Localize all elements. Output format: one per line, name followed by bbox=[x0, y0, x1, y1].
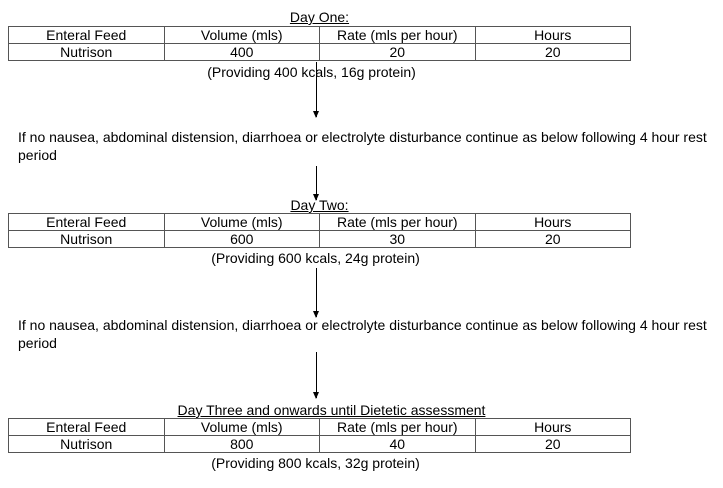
header-cell: Rate (mls per hour) bbox=[319, 26, 476, 44]
cell-feed: Nutrison bbox=[8, 230, 165, 248]
day-two-title: Day Two: bbox=[8, 197, 631, 213]
down-arrow-icon bbox=[313, 166, 319, 201]
cell-volume: 600 bbox=[163, 230, 320, 248]
header-cell: Hours bbox=[474, 26, 631, 44]
down-arrow-icon bbox=[313, 62, 319, 118]
cell-rate: 20 bbox=[319, 43, 476, 61]
table-header-row: Enteral Feed Volume (mls) Rate (mls per … bbox=[8, 26, 631, 44]
cell-volume: 400 bbox=[163, 43, 320, 61]
cell-volume: 800 bbox=[163, 435, 320, 453]
header-cell: Rate (mls per hour) bbox=[319, 213, 476, 231]
header-cell: Rate (mls per hour) bbox=[319, 418, 476, 436]
day-two-note: (Providing 600 kcals, 24g protein) bbox=[211, 250, 420, 266]
table-header-row: Enteral Feed Volume (mls) Rate (mls per … bbox=[8, 418, 631, 436]
table-header-row: Enteral Feed Volume (mls) Rate (mls per … bbox=[8, 213, 631, 231]
header-cell: Hours bbox=[474, 213, 631, 231]
cell-hours: 20 bbox=[474, 230, 631, 248]
condition-text-2: If no nausea, abdominal distension, diar… bbox=[18, 317, 707, 351]
day-one-table: Enteral Feed Volume (mls) Rate (mls per … bbox=[8, 26, 631, 61]
table-row: Nutrison 800 40 20 bbox=[8, 435, 631, 453]
condition-text-1: If no nausea, abdominal distension, diar… bbox=[18, 129, 707, 163]
header-cell: Enteral Feed bbox=[8, 418, 165, 436]
cell-rate: 40 bbox=[319, 435, 476, 453]
header-cell: Hours bbox=[474, 418, 631, 436]
cell-feed: Nutrison bbox=[8, 435, 165, 453]
header-cell: Volume (mls) bbox=[163, 213, 320, 231]
cell-feed: Nutrison bbox=[8, 43, 165, 61]
cell-hours: 20 bbox=[474, 43, 631, 61]
down-arrow-icon bbox=[313, 352, 319, 399]
header-cell: Volume (mls) bbox=[163, 418, 320, 436]
day-one-title: Day One: bbox=[8, 9, 631, 25]
day-three-note: (Providing 800 kcals, 32g protein) bbox=[211, 455, 420, 471]
header-cell: Enteral Feed bbox=[8, 26, 165, 44]
table-row: Nutrison 400 20 20 bbox=[8, 43, 631, 61]
cell-hours: 20 bbox=[474, 435, 631, 453]
day-two-title-text: Day Two: bbox=[290, 197, 349, 213]
day-one-note: (Providing 400 kcals, 16g protein) bbox=[207, 64, 416, 80]
day-three-table: Enteral Feed Volume (mls) Rate (mls per … bbox=[8, 418, 631, 453]
day-three-title: Day Three and onwards until Dietetic ass… bbox=[20, 402, 643, 418]
day-three-title-text: Day Three and onwards until Dietetic ass… bbox=[177, 402, 486, 418]
header-cell: Volume (mls) bbox=[163, 26, 320, 44]
cell-rate: 30 bbox=[319, 230, 476, 248]
down-arrow-icon bbox=[313, 268, 319, 318]
day-one-title-text: Day One: bbox=[289, 9, 350, 25]
day-two-table: Enteral Feed Volume (mls) Rate (mls per … bbox=[8, 213, 631, 248]
table-row: Nutrison 600 30 20 bbox=[8, 230, 631, 248]
header-cell: Enteral Feed bbox=[8, 213, 165, 231]
